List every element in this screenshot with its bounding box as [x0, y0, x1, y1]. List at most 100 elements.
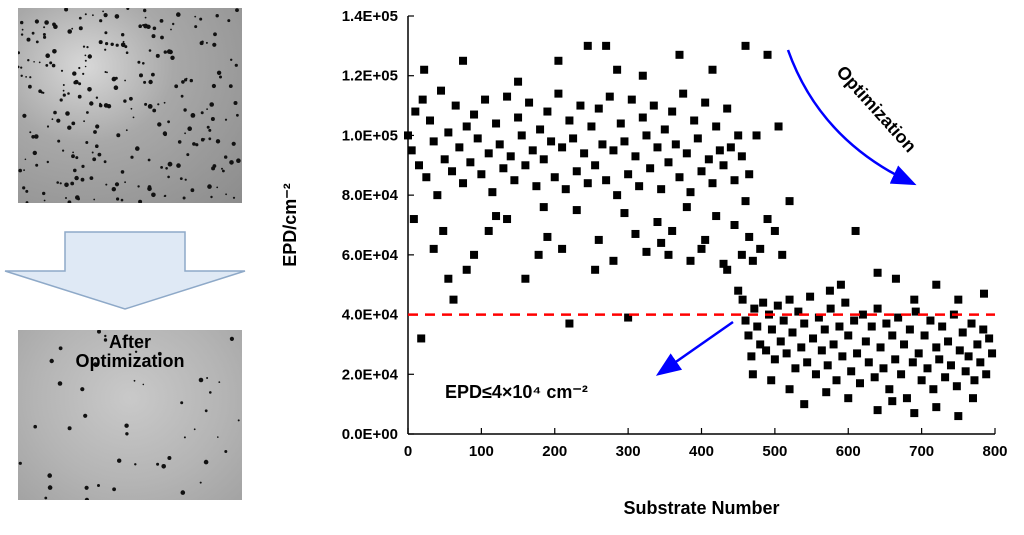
- data-point: [944, 337, 953, 346]
- etch-pit: [190, 113, 196, 118]
- data-point: [938, 322, 947, 331]
- x-tick-label: 800: [982, 443, 1007, 460]
- etch-pit: [91, 151, 94, 154]
- etch-pit: [167, 456, 172, 460]
- etch-pit: [228, 84, 233, 88]
- etch-pit: [86, 111, 89, 114]
- etch-pit: [134, 350, 138, 353]
- etch-pit: [103, 160, 107, 164]
- etch-pit: [130, 155, 134, 159]
- etch-pit: [22, 113, 27, 118]
- etch-pit: [62, 89, 65, 92]
- data-point: [988, 349, 997, 358]
- data-point: [657, 238, 666, 247]
- etch-pit: [115, 43, 119, 47]
- etch-pit: [49, 358, 54, 364]
- data-point: [778, 250, 787, 259]
- etch-pit: [142, 24, 145, 27]
- data-point: [439, 226, 448, 235]
- data-point: [697, 167, 706, 176]
- data-point: [565, 116, 574, 125]
- etch-pit: [143, 80, 147, 84]
- micrograph-after-etch-pits: [18, 329, 240, 502]
- data-point: [712, 122, 721, 131]
- data-point: [973, 340, 982, 349]
- etch-pit: [180, 94, 184, 98]
- data-point: [462, 122, 471, 131]
- data-point: [838, 352, 847, 361]
- data-point: [686, 256, 695, 265]
- data-point: [797, 343, 806, 352]
- data-point: [539, 203, 548, 212]
- etch-pit: [29, 76, 32, 79]
- etch-pit: [53, 110, 57, 115]
- etch-pit: [180, 490, 186, 495]
- etch-pit: [117, 458, 122, 463]
- etch-pit: [224, 155, 228, 159]
- etch-pit: [93, 198, 96, 201]
- etch-pit: [31, 135, 35, 139]
- data-point: [823, 361, 832, 370]
- data-point: [534, 250, 543, 259]
- etch-pit: [201, 40, 204, 44]
- data-point: [870, 373, 879, 382]
- data-point: [708, 179, 717, 188]
- data-point: [404, 131, 412, 140]
- etch-pit: [78, 66, 81, 70]
- data-point: [671, 140, 680, 149]
- data-point: [591, 161, 600, 170]
- etch-pit: [84, 59, 87, 62]
- data-point: [613, 191, 622, 200]
- x-axis-title: Substrate Number: [623, 498, 779, 518]
- etch-pit: [194, 15, 197, 18]
- etch-pit: [233, 101, 238, 105]
- data-point: [785, 197, 794, 206]
- etch-pit: [206, 377, 209, 379]
- data-point: [459, 56, 468, 65]
- etch-pit: [184, 132, 187, 135]
- etch-pit: [215, 139, 221, 144]
- data-point: [955, 346, 964, 355]
- etch-pit: [24, 158, 27, 161]
- data-point: [616, 119, 625, 128]
- etch-pit: [125, 432, 129, 436]
- etch-pit: [167, 175, 170, 179]
- etch-pit: [25, 76, 27, 78]
- etch-pit: [116, 197, 120, 201]
- data-point: [470, 110, 479, 119]
- etch-pit: [163, 101, 166, 104]
- etch-pit: [87, 54, 93, 59]
- etch-pit: [135, 146, 140, 151]
- etch-pit: [216, 70, 222, 75]
- data-point: [730, 221, 739, 229]
- data-point: [594, 235, 603, 244]
- data-point: [905, 325, 914, 334]
- etch-pit: [236, 113, 239, 117]
- x-tick-label: 400: [689, 443, 714, 460]
- data-point: [554, 89, 563, 98]
- data-point: [631, 152, 640, 161]
- etch-pit: [47, 473, 52, 478]
- etch-pit: [44, 20, 49, 25]
- data-point: [433, 191, 442, 200]
- etch-pit: [97, 484, 100, 487]
- y-axis-title: EPD/cm⁻²: [280, 183, 300, 267]
- etch-pit: [62, 93, 66, 97]
- data-point: [664, 250, 673, 259]
- data-point: [528, 146, 537, 155]
- etch-pit: [78, 16, 82, 20]
- etch-pit: [67, 426, 72, 431]
- etch-pit: [95, 96, 99, 99]
- y-tick-label: 6.0E+04: [342, 247, 399, 264]
- etch-pit: [93, 362, 98, 367]
- optimization-arrow: [786, 49, 917, 186]
- etch-pit: [27, 59, 30, 62]
- data-point: [762, 346, 771, 355]
- etch-pit: [59, 98, 63, 102]
- data-point: [776, 337, 785, 346]
- data-point: [558, 244, 567, 253]
- data-point: [539, 155, 548, 164]
- data-point: [440, 155, 449, 164]
- data-point: [961, 367, 970, 376]
- data-point: [756, 340, 765, 349]
